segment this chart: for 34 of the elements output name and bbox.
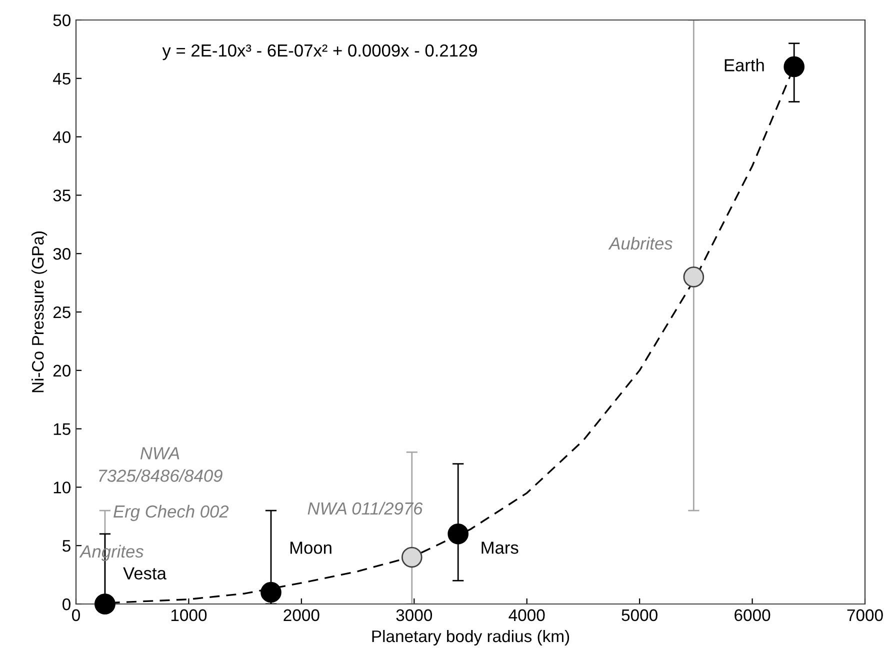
annotation: Aubrites: [608, 236, 672, 250]
x-tick-label: 5000: [622, 609, 658, 622]
y-tick-label: 45: [52, 72, 70, 85]
y-tick-label: 30: [53, 248, 70, 260]
x-axis-title: Planetary body radius (km): [372, 630, 570, 646]
y-tick-label: 25: [53, 306, 70, 318]
y-tick-label: 20: [53, 364, 70, 377]
x-tick-label: 6000: [734, 609, 770, 622]
annotation: Earth: [724, 58, 764, 72]
annotation: NWA 7325/8486/8409: [99, 447, 222, 482]
y-tick-label: 10: [54, 482, 70, 494]
x-tick-label: 0: [72, 609, 80, 622]
x-tick-label: 3000: [396, 609, 432, 622]
point: [784, 56, 805, 78]
annotation: Vesta: [123, 567, 166, 580]
point: [401, 546, 422, 568]
point: [260, 582, 282, 603]
x-tick-label: 1000: [171, 609, 207, 622]
y-tick-label: 15: [54, 423, 70, 436]
x-tick-label: 7000: [847, 609, 883, 622]
y-tick-label: 35: [53, 190, 70, 202]
y-tick-label: 0: [62, 598, 70, 610]
annotation: Erg Chech 002: [114, 504, 229, 522]
x-tick-label: 4000: [508, 609, 545, 622]
point: [683, 266, 704, 288]
point: [448, 524, 469, 544]
annotation: Mars: [482, 542, 518, 554]
y-axis-title: Ni-Co Pressure (GPa): [32, 232, 48, 392]
y-tick-label: 50: [53, 14, 70, 26]
y-tick-label: 5: [62, 540, 70, 552]
annotation: Moon: [290, 542, 332, 554]
x-tick-label: 2000: [284, 609, 320, 622]
y-tick-label: 40: [52, 131, 70, 144]
annotation: y = 2E-10x³ - 6E-07x² + 0.0009x - 0.2129: [162, 44, 477, 60]
